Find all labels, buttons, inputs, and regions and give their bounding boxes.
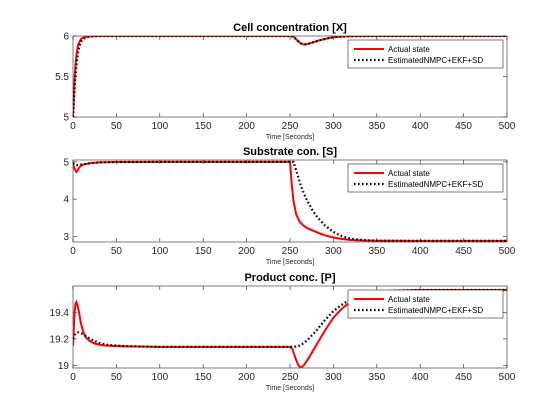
legend-label: EstimatedNMPC+EKF+SD [388, 56, 483, 65]
chart-title: Product conc. [P] [244, 272, 335, 284]
y-tick-label: 6 [63, 32, 69, 43]
x-tick-label: 100 [151, 121, 168, 132]
series-line-actual [73, 36, 507, 117]
legend-label: EstimatedNMPC+EKF+SD [388, 306, 483, 315]
x-tick-label: 50 [111, 372, 123, 383]
legend-label: Actual state [388, 169, 430, 178]
legend-label: Actual state [388, 45, 430, 54]
x-axis-label: Time [Seconds] [266, 134, 314, 141]
y-tick-label: 5 [63, 113, 69, 124]
x-tick-label: 500 [499, 372, 516, 383]
x-tick-label: 450 [455, 121, 472, 132]
x-tick-label: 250 [282, 121, 299, 132]
series-line-estimated [73, 288, 507, 348]
x-tick-label: 200 [238, 372, 255, 383]
y-tick-label: 5.5 [55, 72, 69, 83]
x-tick-label: 350 [368, 121, 385, 132]
x-tick-label: 300 [325, 246, 342, 257]
x-axis-label: Time [Seconds] [266, 385, 314, 392]
y-tick-label: 19.4 [50, 308, 70, 319]
x-tick-label: 50 [111, 121, 123, 132]
y-tick-label: 4 [63, 195, 69, 206]
series-line-actual [73, 160, 507, 242]
x-tick-label: 350 [368, 372, 385, 383]
x-tick-label: 0 [70, 372, 76, 383]
x-tick-label: 200 [238, 246, 255, 257]
y-tick-label: 3 [63, 232, 69, 243]
y-tick-label: 19.2 [50, 334, 70, 345]
x-tick-label: 300 [325, 121, 342, 132]
x-tick-label: 0 [70, 121, 76, 132]
legend-box [347, 163, 504, 193]
legend-box [347, 289, 504, 319]
x-tick-label: 500 [499, 121, 516, 132]
x-tick-label: 100 [151, 246, 168, 257]
legend: Actual state EstimatedNMPC+EKF+SD [347, 289, 504, 319]
legend-label: Actual state [388, 295, 430, 304]
x-tick-label: 250 [282, 246, 299, 257]
y-tick-label: 5 [63, 157, 69, 168]
x-tick-label: 0 [70, 246, 76, 257]
legend: Actual state EstimatedNMPC+EKF+SD [347, 39, 504, 69]
x-tick-label: 150 [195, 246, 212, 257]
legend-box [347, 39, 504, 69]
x-tick-label: 100 [151, 372, 168, 383]
legend: Actual state EstimatedNMPC+EKF+SD [347, 163, 504, 193]
x-tick-label: 500 [499, 246, 516, 257]
y-tick-label: 19 [58, 361, 70, 372]
x-tick-label: 450 [455, 372, 472, 383]
x-tick-label: 150 [195, 121, 212, 132]
x-tick-label: 300 [325, 372, 342, 383]
x-tick-label: 400 [412, 372, 429, 383]
legend-label: EstimatedNMPC+EKF+SD [388, 180, 483, 189]
x-tick-label: 350 [368, 246, 385, 257]
subplot-1: 0 50 100 150 200 250 300 350 400 450 500 5 5.5 6 Cell … [55, 22, 516, 141]
x-tick-label: 50 [111, 246, 123, 257]
x-tick-label: 400 [412, 246, 429, 257]
subplot-2: 0 50 100 150 200 250 300 350 400 450 500 3 4 5 Substra… [63, 146, 515, 266]
x-tick-label: 150 [195, 372, 212, 383]
x-tick-label: 450 [455, 246, 472, 257]
x-tick-label: 200 [238, 121, 255, 132]
x-axis-label: Time [Seconds] [266, 259, 314, 266]
x-tick-label: 400 [412, 121, 429, 132]
x-tick-label: 250 [282, 372, 299, 383]
chart-title: Substrate con. [S] [243, 146, 337, 158]
chart-title: Cell concentration [X] [233, 22, 347, 34]
subplot-3: 0 50 100 150 200 250 300 350 400 450 500 19 19.2 19.4… [50, 272, 516, 392]
